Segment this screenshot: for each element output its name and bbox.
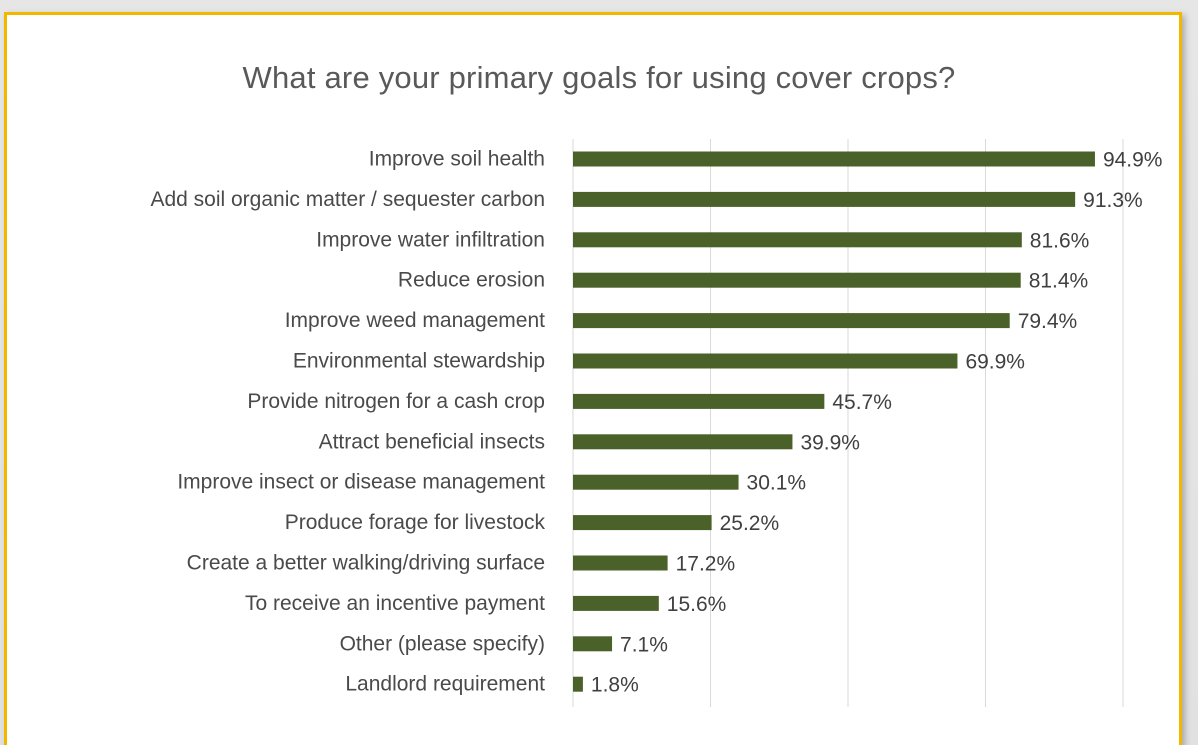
bar	[573, 313, 1010, 329]
bar	[573, 434, 793, 450]
bar	[573, 515, 712, 531]
category-label: Improve insect or disease management	[177, 471, 545, 494]
data-label: 1.8%	[591, 674, 639, 697]
category-labels: Improve soil health Add soil organic matt…	[150, 148, 545, 696]
bar	[573, 555, 668, 571]
category-label: Other (please specify)	[340, 632, 545, 655]
category-label: Create a better walking/driving surface	[187, 552, 545, 575]
data-label: 91.3%	[1083, 189, 1143, 212]
data-label: 94.9%	[1103, 149, 1163, 172]
bar	[573, 676, 583, 692]
chart-title: What are your primary goals for using co…	[242, 60, 956, 95]
category-label: Produce forage for livestock	[285, 511, 546, 534]
data-label: 69.9%	[965, 351, 1025, 374]
data-label: 39.9%	[800, 431, 860, 454]
bar	[573, 232, 1022, 248]
data-label: 7.1%	[620, 633, 668, 656]
bar	[573, 353, 958, 369]
bars	[573, 151, 1095, 692]
gridlines	[572, 139, 1124, 707]
category-label: Improve water infiltration	[316, 228, 545, 251]
data-label: 30.1%	[747, 472, 807, 495]
category-label: Landlord requirement	[345, 673, 545, 696]
bar	[573, 151, 1095, 167]
category-label: Environmental stewardship	[293, 350, 545, 373]
bar	[573, 393, 825, 409]
category-label: Add soil organic matter / sequester carb…	[150, 188, 545, 211]
data-label: 81.4%	[1029, 270, 1089, 293]
category-label: Reduce erosion	[398, 269, 545, 292]
bar	[573, 191, 1076, 207]
data-label: 79.4%	[1018, 310, 1078, 333]
category-label: Provide nitrogen for a cash crop	[247, 390, 545, 413]
bar	[573, 272, 1021, 288]
category-label: Improve weed management	[285, 309, 545, 332]
data-label: 25.2%	[720, 512, 780, 535]
bar	[573, 474, 739, 490]
data-label: 81.6%	[1030, 229, 1090, 252]
data-label: 17.2%	[676, 553, 736, 576]
data-label: 15.6%	[667, 593, 727, 616]
value-labels: 94.9% 91.3% 81.6% 81.4% 79.4% 69.9% 45.7% 39.9%…	[591, 149, 1163, 697]
category-label: Attract beneficial insects	[319, 430, 545, 453]
data-label: 45.7%	[832, 391, 892, 414]
category-label: To receive an incentive payment	[245, 592, 545, 615]
bar	[573, 636, 613, 652]
bar	[573, 595, 659, 611]
category-label: Improve soil health	[369, 148, 545, 171]
